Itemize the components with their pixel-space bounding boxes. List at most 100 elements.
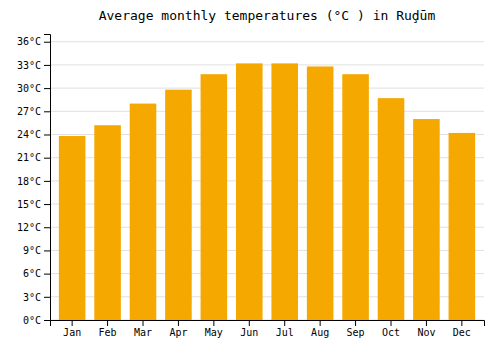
tick-mark [44, 297, 50, 298]
tick: 30°C [17, 83, 50, 94]
tick: 18°C [17, 176, 50, 187]
tick: May [205, 320, 223, 338]
tick-mark [44, 320, 50, 321]
tick-label: May [205, 327, 223, 338]
tick-label: 9°C [23, 245, 41, 256]
tick: Sep [347, 320, 365, 338]
grid [50, 42, 484, 320]
tick-label: 0°C [23, 315, 41, 326]
tick-label: 15°C [17, 199, 41, 210]
tick-label: 21°C [17, 152, 41, 163]
bar [413, 119, 440, 320]
tick: 27°C [17, 106, 50, 117]
tick-label: Oct [382, 327, 400, 338]
bar [271, 63, 298, 320]
tick-mark [44, 181, 50, 182]
bar [449, 133, 476, 320]
tick-mark [44, 134, 50, 135]
tick: Jun [240, 320, 258, 338]
bar [378, 98, 405, 320]
grid-line [50, 64, 484, 65]
tick-label: Jan [63, 327, 81, 338]
tick-label: Jun [240, 327, 258, 338]
tick-mark [44, 274, 50, 275]
tick: Mar [134, 320, 152, 338]
tick-mark [213, 320, 214, 326]
axis-line [51, 321, 485, 327]
tick-mark [143, 320, 144, 326]
y-axis: 0°C 3°C 6°C 9°C 12°C 15°C 18°C 21°C 24°C 27°C 30°C… [17, 35, 51, 326]
tick-label: 27°C [17, 106, 41, 117]
tick: 0°C [23, 315, 50, 326]
tick: 12°C [17, 222, 50, 233]
tick-label: Dec [453, 327, 471, 338]
tick-label: 36°C [17, 36, 41, 47]
tick-label: 3°C [23, 292, 41, 303]
tick-label: Jul [276, 327, 294, 338]
bar [236, 63, 263, 320]
tick: 21°C [17, 152, 50, 163]
tick: Feb [99, 320, 117, 338]
bars [59, 63, 475, 320]
tick-label: 18°C [17, 176, 41, 187]
tick-mark [44, 250, 50, 251]
tick: Dec [453, 320, 471, 338]
bar [165, 90, 192, 320]
tick: 36°C [17, 36, 50, 47]
tick-mark [426, 320, 427, 326]
axis-line [44, 35, 51, 321]
tick-label: 30°C [17, 83, 41, 94]
bar [201, 74, 228, 320]
tick-mark [44, 65, 50, 66]
tick-label: Apr [169, 327, 187, 338]
bar [130, 104, 157, 320]
tick-label: Sep [347, 327, 365, 338]
tick-label: Nov [417, 327, 435, 338]
grid-line [50, 111, 484, 112]
bar [342, 74, 369, 320]
tick-mark [44, 158, 50, 159]
tick-label: Aug [311, 327, 329, 338]
tick-mark [320, 320, 321, 326]
tick-label: 24°C [17, 129, 41, 140]
tick: 33°C [17, 60, 50, 71]
tick-mark [391, 320, 392, 326]
tick: Jan [63, 320, 81, 338]
tick: 24°C [17, 129, 50, 140]
chart: 0°C 3°C 6°C 9°C 12°C 15°C 18°C 21°C 24°C 27°C 30°C… [0, 0, 500, 350]
tick-label: Mar [134, 327, 152, 338]
grid-line [50, 88, 484, 89]
tick: Nov [417, 320, 435, 338]
tick-mark [178, 320, 179, 326]
tick: 15°C [17, 199, 50, 210]
bar [59, 136, 86, 320]
tick-label: 12°C [17, 222, 41, 233]
tick-label: 6°C [23, 268, 41, 279]
tick-mark [44, 204, 50, 205]
tick-mark [44, 111, 50, 112]
tick-mark [249, 320, 250, 326]
tick: 6°C [23, 268, 50, 279]
grid-line [50, 41, 484, 42]
tick-label: 33°C [17, 60, 41, 71]
tick: Jul [276, 320, 294, 338]
tick-mark [44, 88, 50, 89]
plot: 0°C 3°C 6°C 9°C 12°C 15°C 18°C 21°C 24°C 27°C 30°C… [17, 35, 485, 339]
tick-mark [284, 320, 285, 326]
title: Average monthly temperatures (°C ) in Ru… [99, 8, 436, 23]
tick: Apr [169, 320, 187, 338]
tick: 9°C [23, 245, 50, 256]
tick-mark [44, 227, 50, 228]
tick-mark [72, 320, 73, 326]
tick-mark [461, 320, 462, 326]
tick-mark [44, 42, 50, 43]
tick: Aug [311, 320, 329, 338]
tick: 3°C [23, 292, 50, 303]
bar [94, 125, 121, 320]
bar [307, 66, 334, 320]
tick-label: Feb [99, 327, 117, 338]
tick: Oct [382, 320, 400, 338]
tick-mark [355, 320, 356, 326]
tick-mark [107, 320, 108, 326]
x-axis: Jan Feb Mar Apr May Jun Jul Aug Sep Oct Nov Dec [51, 320, 485, 338]
